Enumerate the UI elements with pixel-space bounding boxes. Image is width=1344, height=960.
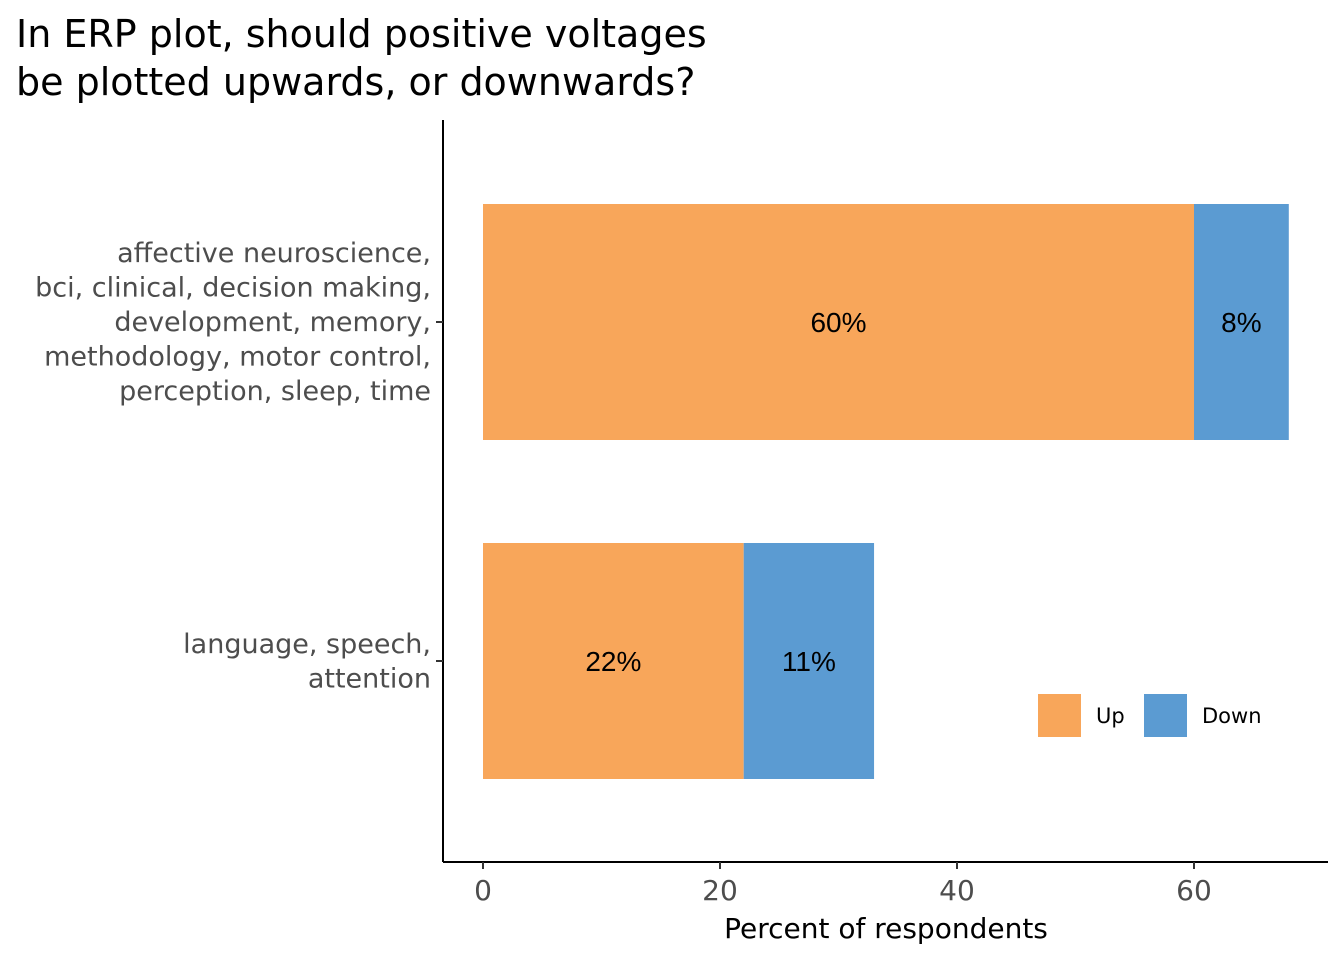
bars — [483, 204, 1289, 779]
bar-up-1 — [483, 543, 744, 779]
category-label-0-line-4: perception, sleep, time — [119, 376, 431, 407]
bar-value-labels: 60% 8% 22% 11% — [585, 307, 1261, 677]
bar-label-up-1: 22% — [585, 646, 641, 677]
bar-label-up-0: 60% — [810, 307, 866, 338]
legend: Up Down — [1038, 694, 1262, 737]
category-label-0-line-1: bci, clinical, decision making, — [35, 273, 431, 304]
bar-up-0 — [483, 204, 1194, 440]
legend-swatch-down — [1144, 694, 1187, 737]
chart-title-line-1: In ERP plot, should positive voltages — [16, 12, 707, 56]
x-axis-title: Percent of respondents — [724, 912, 1048, 945]
category-label-0-line-0: affective neuroscience, — [117, 238, 431, 269]
bar-label-down-0: 8% — [1221, 307, 1261, 338]
category-label-0-line-3: methodology, motor control, — [44, 342, 431, 373]
y-axis-ticks — [436, 321, 443, 662]
x-tick-label-40: 40 — [939, 874, 975, 907]
bar-label-down-1: 11% — [782, 646, 836, 677]
axes — [442, 120, 1328, 863]
legend-label-up: Up — [1096, 704, 1125, 728]
category-label-1-line-0: language, speech, — [183, 629, 431, 660]
bar-down-1 — [743, 543, 875, 779]
legend-label-down: Down — [1202, 704, 1262, 728]
x-tick-label-20: 20 — [702, 874, 738, 907]
y-axis-category-labels: affective neuroscience, bci, clinical, de… — [35, 238, 431, 694]
x-tick-label-0: 0 — [474, 874, 492, 907]
chart-title: In ERP plot, should positive voltages be… — [16, 12, 707, 104]
category-label-1-line-1: attention — [308, 663, 431, 694]
chart-title-line-2: be plotted upwards, or downwards? — [16, 60, 695, 104]
bar-down-0 — [1194, 204, 1289, 440]
x-tick-label-60: 60 — [1176, 874, 1212, 907]
x-axis-ticks: 0 20 40 60 — [474, 862, 1212, 907]
category-label-0-line-2: development, memory, — [114, 307, 431, 338]
legend-swatch-up — [1038, 694, 1081, 737]
